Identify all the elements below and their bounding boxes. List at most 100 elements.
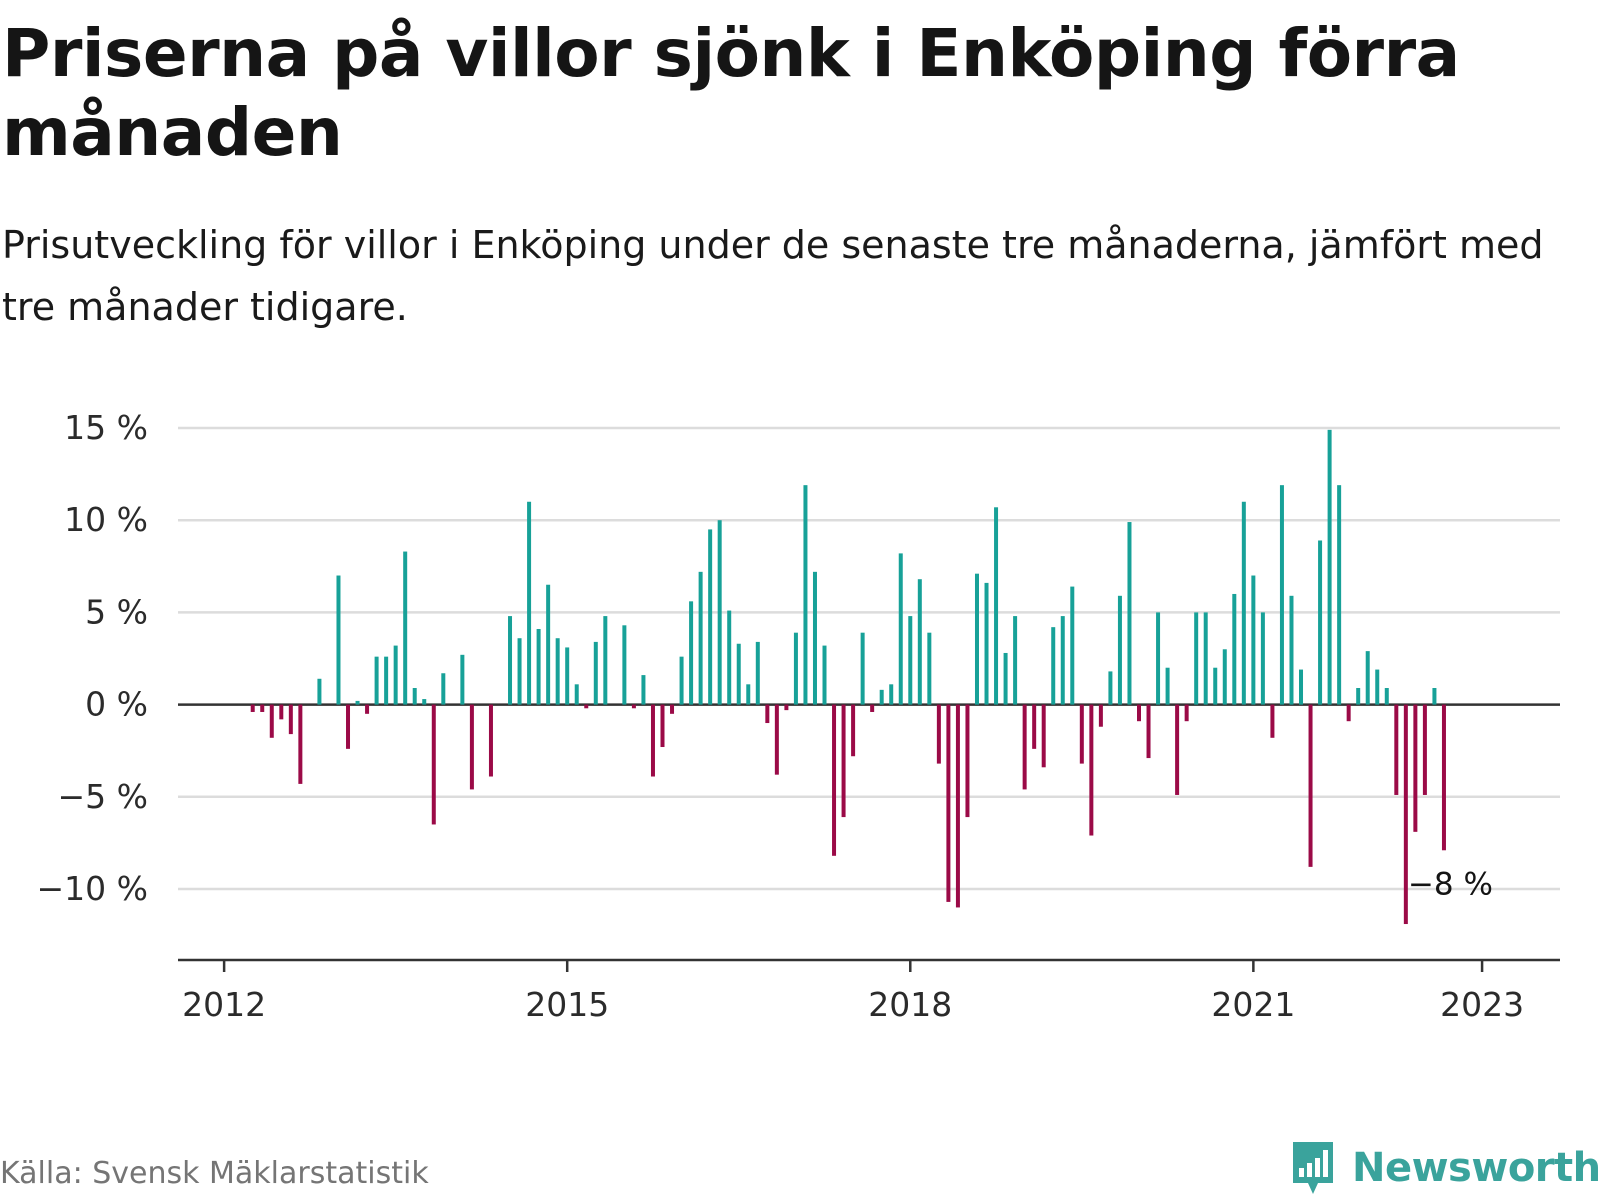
bar [298, 704, 303, 784]
bar [746, 684, 751, 705]
bar [1441, 704, 1446, 851]
bar [1051, 627, 1056, 705]
bar [1337, 485, 1342, 705]
bar [994, 507, 999, 705]
chart-title: Priserna på villor sjönk i Enköping förr… [2, 15, 1460, 171]
bar [698, 571, 703, 705]
bar [346, 704, 351, 749]
bar [1432, 688, 1437, 705]
bar [936, 704, 941, 764]
bar [336, 575, 341, 705]
bar [1289, 595, 1294, 705]
bar [1413, 704, 1418, 832]
bar [317, 678, 322, 705]
bar [898, 553, 903, 705]
bar [974, 573, 979, 705]
bar [279, 704, 284, 720]
bar [1127, 522, 1132, 705]
bar [431, 704, 436, 825]
bar [812, 571, 817, 705]
bar [708, 529, 713, 705]
bar [1194, 612, 1199, 705]
bar [1070, 586, 1075, 705]
bar [622, 625, 627, 705]
bar [927, 632, 932, 705]
bar [1184, 704, 1189, 722]
bar [488, 704, 493, 777]
bar [565, 647, 570, 705]
bar [1041, 704, 1046, 768]
bar [765, 704, 770, 724]
bar [1422, 704, 1427, 795]
bar [1375, 669, 1380, 705]
bar [946, 704, 951, 902]
bar [260, 704, 265, 712]
x-axis-labels: 2012 2015 2018 2021 2023 [182, 960, 1524, 1024]
bar [603, 616, 608, 705]
y-tick-label: 0 % [85, 685, 148, 724]
bar [1175, 704, 1180, 795]
bar [574, 684, 579, 705]
bar [1013, 616, 1018, 705]
bar [631, 704, 636, 709]
bar [269, 704, 274, 738]
bar [384, 656, 389, 705]
bar [1365, 651, 1370, 705]
bar [955, 704, 960, 908]
source-note: Källa: Svensk Mäklarstatistik [0, 1156, 429, 1191]
bar [1270, 704, 1275, 738]
bar [1279, 485, 1284, 705]
x-tick-label: 2021 [1211, 985, 1295, 1024]
bars [250, 429, 1446, 925]
bar [1251, 575, 1256, 705]
bar [374, 656, 379, 705]
bar [832, 704, 837, 856]
bar [1108, 671, 1113, 705]
bar [908, 616, 913, 705]
y-tick-label: −5 % [58, 777, 149, 816]
bar [660, 704, 665, 748]
bar [670, 704, 675, 714]
bar [870, 704, 875, 712]
bar [1260, 612, 1265, 705]
bar [889, 684, 894, 705]
y-tick-label: 15 % [64, 408, 148, 447]
bar [679, 656, 684, 705]
bar [917, 579, 922, 705]
bar [727, 610, 732, 705]
bar [365, 704, 370, 714]
bar [822, 645, 827, 705]
bar-chart: 15 % 10 % 5 % 0 % −5 % −10 % 2012 2015 2018 2021… [37, 408, 1560, 1024]
bar [965, 704, 970, 818]
bar [546, 584, 551, 705]
bar [860, 632, 865, 705]
bar [555, 638, 560, 705]
bar [879, 689, 884, 705]
bar [422, 699, 427, 705]
bar [1098, 704, 1103, 727]
bar [1327, 429, 1332, 705]
x-tick-label: 2012 [182, 985, 266, 1024]
bar [784, 704, 789, 711]
bar [1232, 593, 1237, 705]
bar [1213, 667, 1218, 705]
bar [1241, 501, 1246, 705]
bar [460, 654, 465, 705]
brand-name: Newsworthy [1352, 1145, 1600, 1191]
bar [593, 641, 598, 705]
bar [393, 645, 398, 705]
bar [1079, 704, 1084, 764]
bar [1165, 667, 1170, 705]
bar [984, 582, 989, 705]
bar [1308, 704, 1313, 867]
bar [469, 704, 474, 790]
bar [793, 632, 798, 705]
bar [841, 704, 846, 818]
brand-logo: Newsworthy [1290, 1136, 1600, 1200]
bar [1299, 669, 1304, 705]
bar [1032, 704, 1037, 749]
bar [288, 704, 293, 735]
last-value-annotation: −8 % [1408, 866, 1493, 902]
x-tick-label: 2018 [868, 985, 952, 1024]
bar [1156, 612, 1161, 705]
